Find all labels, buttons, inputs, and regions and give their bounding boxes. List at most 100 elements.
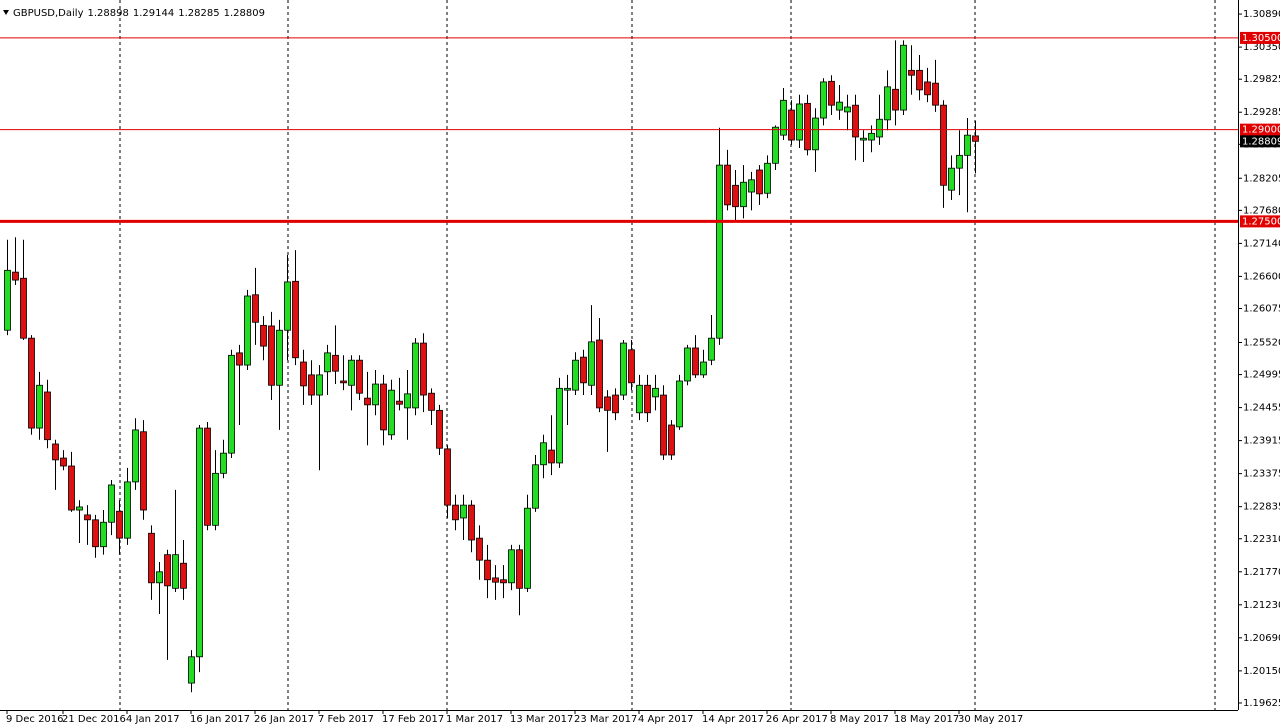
- x-tick-label: 17 Feb 2017: [382, 714, 444, 725]
- candle-body: [636, 384, 643, 414]
- candle-body: [300, 361, 307, 387]
- x-tick-label: 4 Jan 2017: [126, 714, 180, 725]
- candle-body: [724, 164, 731, 206]
- symbol: GBPUSD,Daily: [13, 8, 84, 19]
- candle-body: [508, 549, 515, 584]
- candle-body: [876, 118, 883, 138]
- candle-body: [324, 352, 331, 373]
- y-tick-label: 1.26075: [1243, 304, 1280, 315]
- candle-body: [596, 339, 603, 409]
- x-tick-label: 18 May 2017: [894, 714, 959, 725]
- x-tick-label: 1 Mar 2017: [446, 714, 503, 725]
- candle-body: [524, 507, 531, 589]
- candle-body: [900, 44, 907, 111]
- candle-body: [580, 356, 587, 384]
- x-tick-label: 26 Apr 2017: [766, 714, 828, 725]
- candle-body: [836, 101, 843, 111]
- candle-body: [540, 442, 547, 466]
- y-tick-label: 1.21770: [1243, 567, 1280, 578]
- candle-body: [780, 99, 787, 136]
- candle-body: [60, 457, 67, 467]
- candle-body: [68, 465, 75, 511]
- candle-body: [492, 577, 499, 583]
- candle-body: [548, 449, 555, 464]
- candle-body: [676, 380, 683, 428]
- candle-body: [276, 329, 283, 386]
- candle-body: [564, 387, 571, 391]
- header-close: 1.28809: [224, 8, 265, 19]
- candle-body: [164, 554, 171, 587]
- candle-body: [460, 504, 467, 519]
- y-tick-label: 1.19625: [1243, 698, 1280, 709]
- candle-body: [948, 167, 955, 191]
- candle-body: [412, 342, 419, 409]
- candle-body: [620, 342, 627, 396]
- candle-body: [476, 537, 483, 561]
- candle-body: [124, 481, 131, 539]
- x-tick-label: 16 Jan 2017: [190, 714, 250, 725]
- candle-body: [396, 400, 403, 405]
- candle-body: [804, 102, 811, 151]
- x-tick-label: 30 May 2017: [958, 714, 1023, 725]
- candle-body: [932, 82, 939, 106]
- candle-body: [196, 427, 203, 658]
- price-label: 1.28809: [1242, 136, 1280, 147]
- candle-body: [204, 427, 211, 526]
- candle-body: [692, 347, 699, 376]
- candle-body: [172, 554, 179, 589]
- candle-body: [628, 349, 635, 384]
- header: GBPUSD,Daily 1.28898 1.29144 1.28285 1.28809: [13, 8, 265, 19]
- candle-body: [380, 383, 387, 431]
- candle-body: [76, 506, 83, 511]
- candle-body: [684, 347, 691, 382]
- candle-body: [244, 295, 251, 366]
- x-tick-label: 21 Dec 2016: [62, 714, 126, 725]
- candle-body: [764, 162, 771, 194]
- candle-body: [228, 354, 235, 454]
- candle-body: [924, 81, 931, 96]
- candle-body: [604, 396, 611, 411]
- candle-body: [884, 86, 891, 121]
- candle-body: [940, 104, 947, 186]
- y-tick-label: 1.20150: [1243, 666, 1280, 677]
- candle-body: [812, 117, 819, 151]
- candle-body: [52, 443, 59, 461]
- candle-body: [748, 179, 755, 193]
- candle-body: [860, 137, 867, 141]
- candle-body: [356, 359, 363, 394]
- x-tick-label: 7 Feb 2017: [318, 714, 374, 725]
- candle-body: [340, 380, 347, 384]
- candle-body: [236, 352, 243, 366]
- candle-body: [660, 394, 667, 456]
- candle-body: [212, 472, 219, 526]
- header-open: 1.28898: [88, 8, 129, 19]
- plot: [4, 40, 979, 693]
- candle-body: [828, 80, 835, 106]
- candle-body: [108, 484, 115, 523]
- y-tick-label: 1.24455: [1243, 403, 1280, 414]
- candle-body: [468, 504, 475, 541]
- y-tick-label: 1.24995: [1243, 370, 1280, 381]
- candle-body: [364, 397, 371, 406]
- candle-body: [156, 571, 163, 584]
- candle-body: [116, 510, 123, 539]
- x-tick-label: 4 Apr 2017: [638, 714, 693, 725]
- candle-body: [348, 359, 355, 386]
- y-tick-label: 1.27680: [1243, 205, 1280, 216]
- y-tick-label: 1.22310: [1243, 534, 1280, 545]
- header-high: 1.29144: [133, 8, 174, 19]
- candle-body: [572, 359, 579, 391]
- candle-body: [44, 391, 51, 441]
- candle-body: [772, 126, 779, 164]
- candle-body: [92, 519, 99, 548]
- candle-body: [372, 383, 379, 406]
- candle-body: [516, 549, 523, 589]
- candle-body: [132, 429, 139, 483]
- candle-body: [404, 393, 411, 409]
- candle-body: [612, 394, 619, 414]
- candle-body: [100, 521, 107, 548]
- x-tick-label: 8 May 2017: [830, 714, 889, 725]
- candle-body: [388, 389, 395, 436]
- candle-body: [652, 387, 659, 398]
